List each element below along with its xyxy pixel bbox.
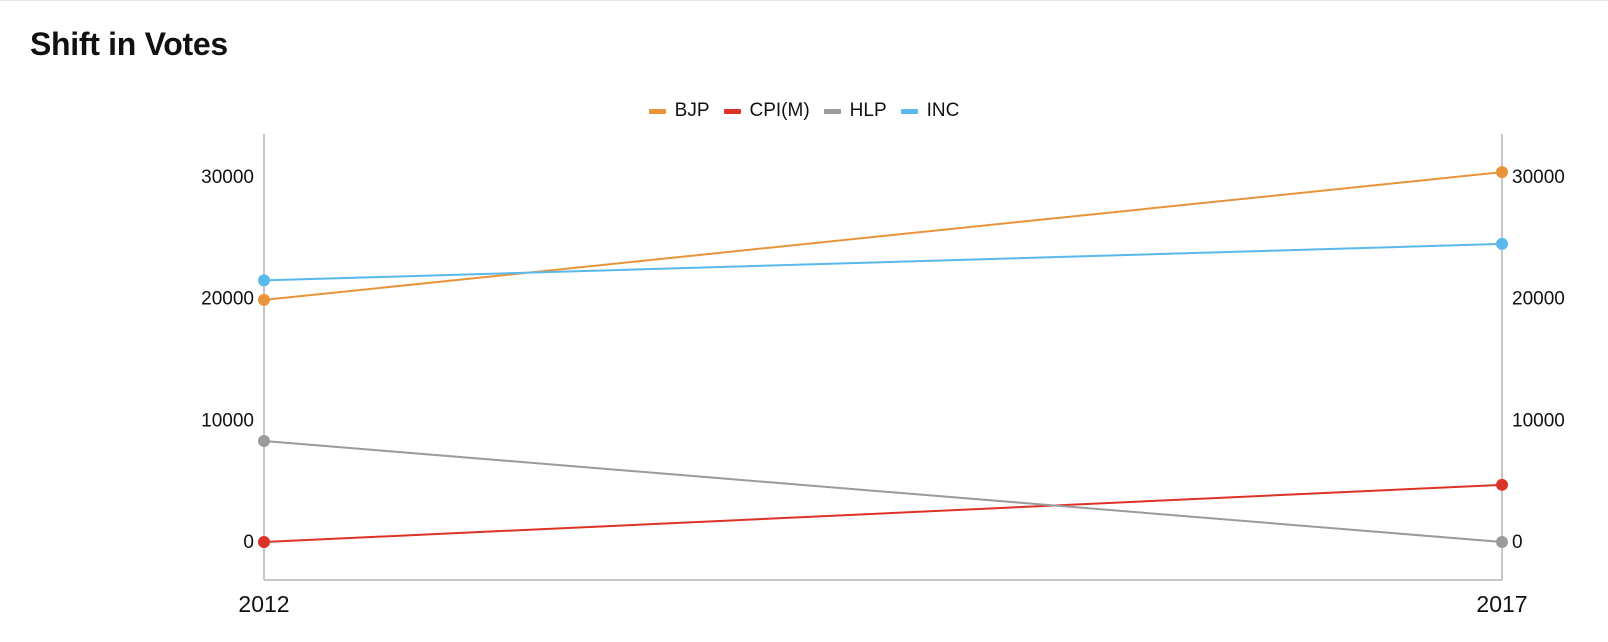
series-line-bjp <box>263 171 1503 301</box>
data-point-cpi-m-2012[interactable] <box>258 536 270 548</box>
y-tick-right: 20000 <box>1512 289 1565 310</box>
legend-item-inc: INC <box>900 100 960 122</box>
series-line-cpi-m <box>263 483 1503 543</box>
y-tick-left: 10000 <box>201 410 254 431</box>
legend-label: INC <box>926 100 960 121</box>
axes-layer <box>263 134 1503 581</box>
data-point-hlp-2012[interactable] <box>258 435 270 448</box>
y-tick-left: 30000 <box>201 167 254 188</box>
y-tick-right: 30000 <box>1512 167 1565 188</box>
legend-swatch-hlp <box>823 108 841 114</box>
chart-legend: BJP CPI(M) HLP INC <box>0 100 1608 122</box>
y-tick-left: 20000 <box>201 289 254 310</box>
x-category-2012: 2012 <box>238 591 289 617</box>
top-divider <box>0 0 1608 1</box>
legend-swatch-inc <box>900 108 918 114</box>
data-point-hlp-2017[interactable] <box>1496 536 1508 548</box>
data-point-bjp-2012[interactable] <box>258 293 270 306</box>
y-tick-labels: 0 0 10000 10000 20000 20000 30000 30000 <box>201 167 1565 553</box>
series-line-inc <box>263 242 1503 282</box>
series-lines <box>263 171 1503 543</box>
legend-label: CPI(M) <box>749 100 810 121</box>
series-points <box>258 166 1508 548</box>
data-point-inc-2017[interactable] <box>1496 237 1508 250</box>
chart-title: Shift in Votes <box>30 26 228 62</box>
y-tick-right: 10000 <box>1512 410 1565 431</box>
legend-item-cpi-m: CPI(M) <box>723 100 810 122</box>
legend-item-bjp: BJP <box>648 100 710 122</box>
legend-label: HLP <box>849 100 887 121</box>
x-category-labels: 2012 2017 <box>238 591 1527 617</box>
data-point-bjp-2017[interactable] <box>1496 166 1508 179</box>
y-tick-left: 0 <box>243 532 254 553</box>
data-point-inc-2012[interactable] <box>258 274 270 287</box>
legend-swatch-bjp <box>648 108 666 114</box>
legend-item-hlp: HLP <box>823 100 887 122</box>
data-point-cpi-m-2017[interactable] <box>1496 478 1508 491</box>
legend-swatch-cpi-m <box>723 108 741 114</box>
x-category-2017: 2017 <box>1476 591 1527 617</box>
y-tick-right: 0 <box>1512 532 1523 553</box>
series-line-hlp <box>263 440 1503 543</box>
legend-label: BJP <box>674 100 710 121</box>
